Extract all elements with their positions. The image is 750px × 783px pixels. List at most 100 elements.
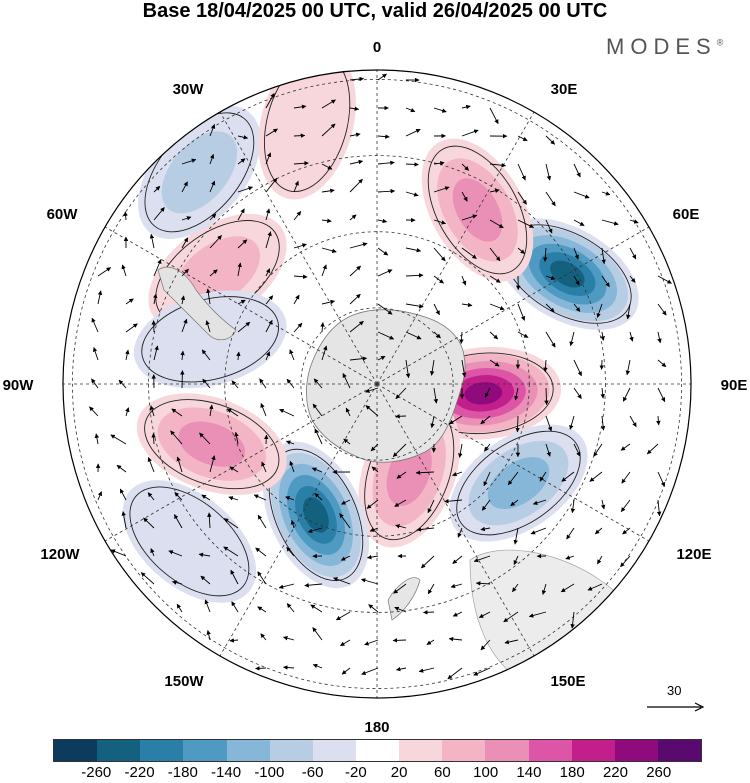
wind-arrow <box>237 135 249 140</box>
wind-arrow <box>365 405 379 417</box>
wind-arrow <box>461 359 467 378</box>
wind-arrow <box>545 135 556 145</box>
wind-arrow <box>573 359 582 377</box>
wind-arrow <box>237 208 245 221</box>
wind-arrow <box>620 499 631 512</box>
wind-arrow <box>573 443 581 457</box>
wind-arrow <box>629 415 637 428</box>
graticule <box>63 70 691 698</box>
colorbar-swatch <box>399 740 443 761</box>
wind-arrow <box>208 404 214 417</box>
wind-arrow <box>116 464 127 473</box>
wind-arrow <box>420 555 435 569</box>
wind-arrow <box>593 443 603 457</box>
wind-arrow <box>260 633 267 641</box>
wind-arrow <box>601 219 619 226</box>
wind-arrow <box>405 303 424 309</box>
wind-arrow <box>265 295 274 305</box>
wind-arrow <box>92 347 99 361</box>
wind-arrow <box>626 303 631 320</box>
wind-arrow <box>209 455 216 473</box>
wind-arrow <box>314 493 323 501</box>
colorbar-tick-label: -140 <box>211 764 242 781</box>
wind-arrow <box>339 513 351 529</box>
wind-arrow <box>601 191 611 196</box>
wind-arrow <box>237 299 246 305</box>
lon-label-180: 180 <box>364 719 389 736</box>
wind-arrow <box>461 191 468 202</box>
wind-arrow <box>541 583 547 595</box>
wind-arrow <box>405 359 411 379</box>
wind-arrow <box>342 373 351 389</box>
meridian-line <box>91 218 378 385</box>
colorbar-swatch <box>614 740 658 761</box>
wind-arrow <box>286 546 295 557</box>
wind-arrow <box>489 247 501 262</box>
wind-arrow <box>237 158 246 165</box>
wind-arrow <box>293 322 303 333</box>
wind-arrow <box>349 320 364 333</box>
wind-arrow <box>452 611 463 617</box>
wind-arrow <box>94 433 100 445</box>
colorbar-swatch <box>140 740 184 761</box>
wind-arrow <box>489 275 501 283</box>
wind-arrow <box>312 403 323 417</box>
wind-arrow <box>91 317 99 333</box>
colorbar-tick-label: 60 <box>434 764 451 781</box>
wind-arrow <box>657 275 672 284</box>
anomaly-contour-band <box>161 131 238 214</box>
longitude-labels: 0 180 90E 90W 30E 30W 60E 60W 120E 120W 150E 150W <box>3 39 748 736</box>
wind-arrow <box>123 211 128 221</box>
wind-arrow <box>206 288 211 305</box>
wind-arrow <box>657 331 662 344</box>
wind-arrow <box>646 443 659 455</box>
colorbar-swatch <box>312 740 356 761</box>
wind-arrow <box>473 555 491 563</box>
wind-arrow <box>429 359 435 376</box>
anomaly-contour-band <box>303 497 329 533</box>
wind-arrow <box>255 547 267 557</box>
wind-arrow <box>396 471 407 479</box>
wind-arrow <box>304 582 323 588</box>
wind-arrow <box>461 129 479 137</box>
wind-arrow <box>289 349 295 361</box>
wind-arrow <box>510 499 519 507</box>
wind-arrow <box>517 163 526 181</box>
wind-arrow <box>629 331 634 342</box>
wind-arrow <box>405 128 421 137</box>
wind-arrow <box>181 216 192 221</box>
meridian-line <box>376 383 543 670</box>
wind-arrow <box>433 331 441 339</box>
colorbar-tick-label: -220 <box>124 764 155 781</box>
lon-label-0: 0 <box>373 39 381 56</box>
wind-arrow <box>405 331 422 340</box>
wind-arrow <box>151 433 156 445</box>
wind-arrow <box>234 431 239 445</box>
wind-arrow <box>405 107 416 113</box>
wind-arrow <box>415 470 435 475</box>
wind-arrow <box>573 303 581 312</box>
wind-arrow <box>545 163 552 181</box>
wind-arrow <box>433 247 446 262</box>
wind-arrow <box>560 583 575 593</box>
colorbar-tick-label: 220 <box>602 764 628 781</box>
wind-arrow <box>349 356 368 361</box>
wind-arrow <box>314 428 323 445</box>
wind-arrow <box>293 274 308 279</box>
wind-arrow <box>517 247 525 255</box>
wind-arrow <box>343 438 351 445</box>
lon-label-90w: 90W <box>3 377 35 394</box>
colorbar-tick-label: 180 <box>559 764 585 781</box>
wind-arrow <box>489 331 499 340</box>
wind-arrow <box>260 403 267 417</box>
wind-arrow <box>286 603 295 613</box>
wind-arrow <box>566 527 575 540</box>
wind-arrow <box>416 527 435 532</box>
colorbar-swatch <box>97 740 141 761</box>
wind-arrow <box>405 191 419 197</box>
wind-arrow <box>340 499 351 505</box>
wind-arrow <box>147 457 155 473</box>
wind-arrow <box>293 104 307 110</box>
wind-arrow <box>349 76 364 82</box>
wind-arrow <box>377 303 393 315</box>
